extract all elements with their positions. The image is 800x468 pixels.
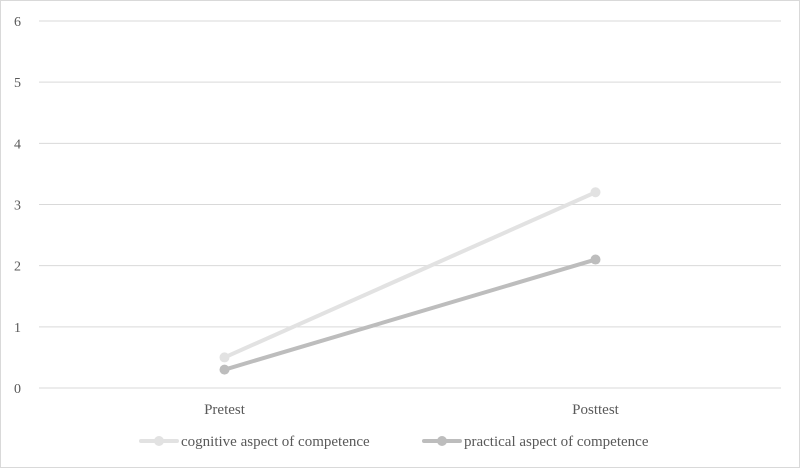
- data-point: [590, 254, 601, 265]
- y-axis-tick-labels: 0 1 2 3 4 5 6: [14, 15, 21, 397]
- y-tick-label: 2: [14, 260, 21, 275]
- x-axis-category-labels: Pretest Posttest: [204, 402, 620, 418]
- y-tick-label: 1: [14, 321, 21, 336]
- data-point: [219, 352, 230, 363]
- y-tick-label: 0: [14, 382, 21, 397]
- gridlines: [39, 20, 781, 389]
- legend: cognitive aspect of competence practical …: [139, 434, 649, 450]
- x-category-label: Posttest: [572, 402, 620, 418]
- legend-swatch-marker: [437, 436, 447, 446]
- y-tick-label: 6: [14, 15, 21, 30]
- series-line-2: [222, 257, 598, 372]
- legend-label: cognitive aspect of competence: [181, 434, 370, 450]
- y-tick-label: 3: [14, 199, 21, 214]
- legend-swatch-marker: [154, 436, 164, 446]
- series-line-1: [222, 190, 598, 360]
- series-lines: [219, 187, 601, 375]
- legend-label: practical aspect of competence: [464, 434, 649, 450]
- data-point: [590, 187, 601, 198]
- y-tick-label: 5: [14, 76, 21, 91]
- x-category-label: Pretest: [204, 402, 246, 418]
- y-tick-label: 4: [14, 137, 21, 152]
- data-point: [219, 364, 230, 375]
